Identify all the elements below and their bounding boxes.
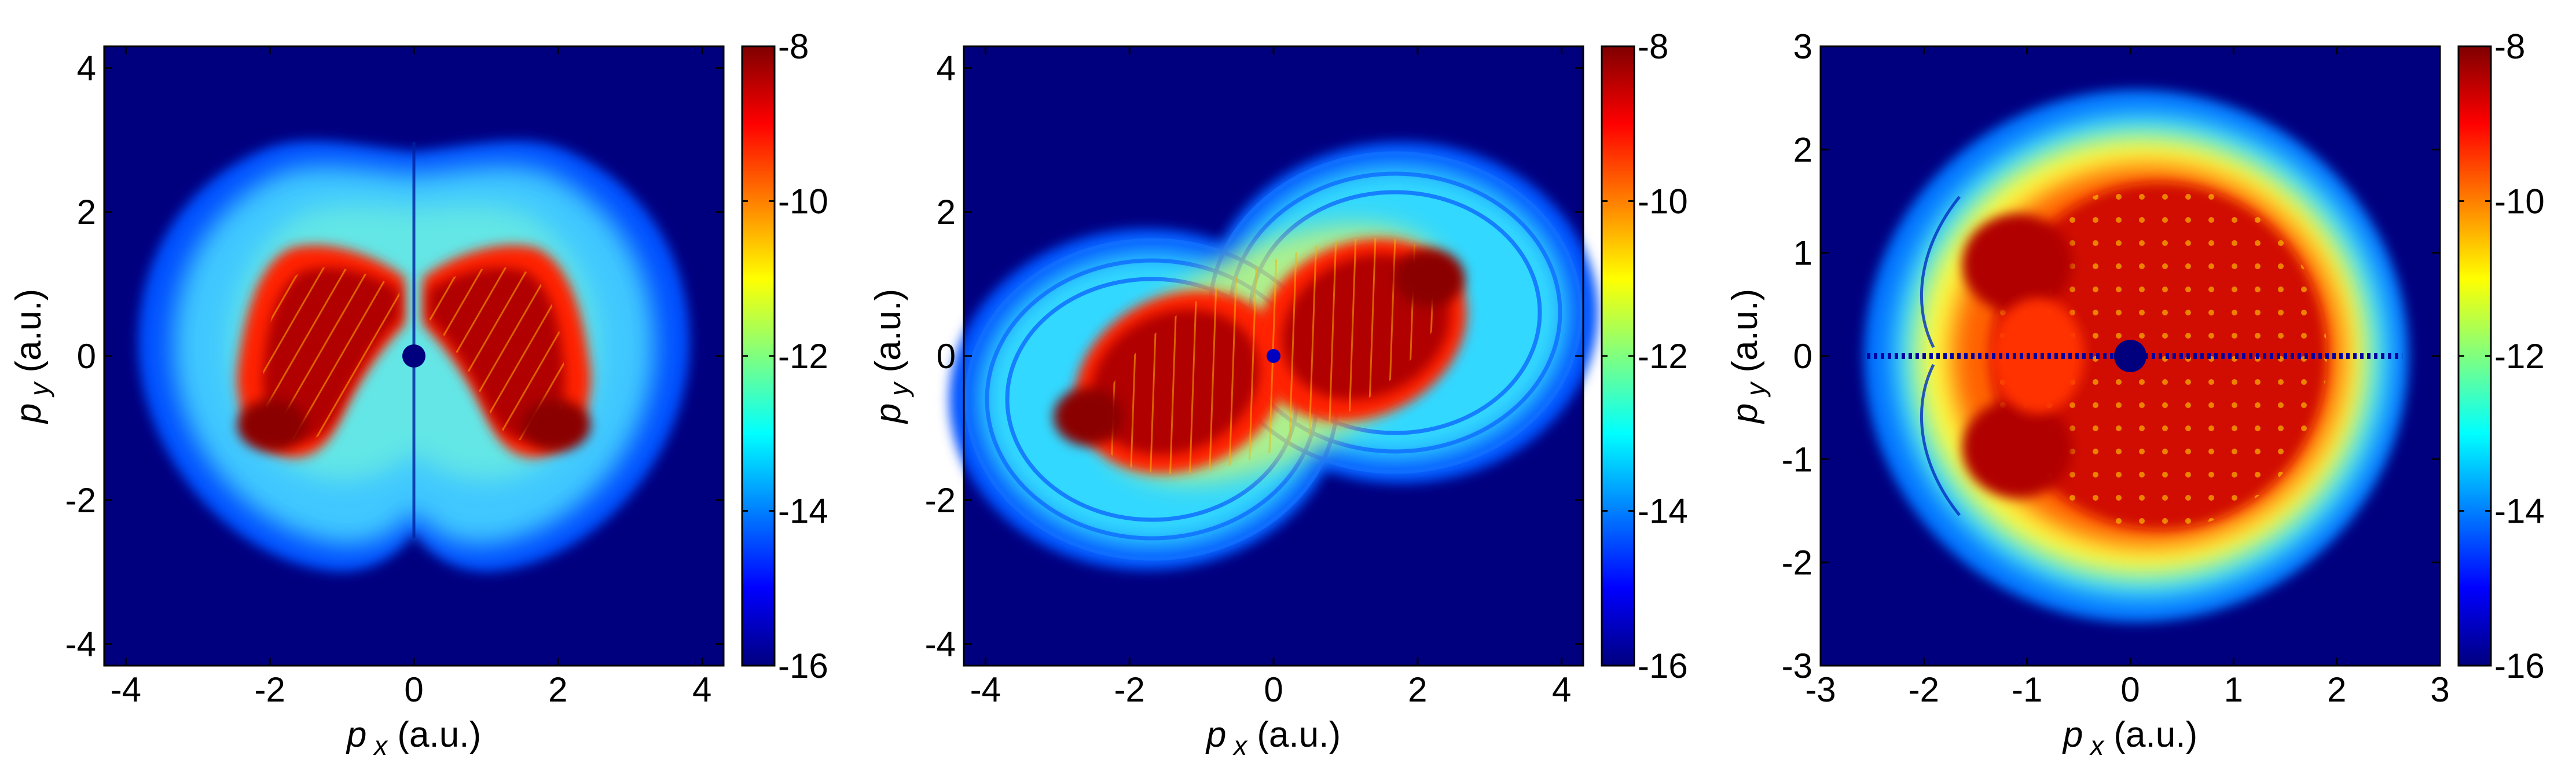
y-axis-label: p y (a.u.) — [9, 289, 54, 424]
axes: -3 -2 -1 0 1 2 3 -3 -2 -1 0 1 2 3 p x (a.u.) p y (a.u.) — [1725, 27, 2450, 761]
x-tick-label: 4 — [1552, 670, 1571, 709]
heatmap-image — [138, 141, 689, 572]
y-tick-label: 4 — [77, 49, 96, 87]
axes: -4 -2 0 2 4 -4 -2 0 2 4 p x (a.u.) p y (a.u.) — [9, 46, 724, 761]
y-tick-label: -4 — [65, 625, 96, 664]
x-axis-label: p x (a.u.) — [2062, 715, 2197, 761]
colorbar-tick-label: -14 — [778, 492, 828, 531]
x-tick-label: -2 — [1114, 670, 1144, 709]
y-tick-label: 1 — [1793, 234, 1812, 273]
x-tick-label: 3 — [2430, 670, 2449, 709]
colorbar-ticks: -8 -10 -12 -14 -16 — [2458, 27, 2545, 685]
y-tick-label: -2 — [1782, 544, 1812, 582]
colorbar: -8 -10 -12 -14 -16 — [1601, 27, 1688, 685]
y-tick-label: -2 — [925, 481, 956, 520]
y-tick-label: -2 — [65, 481, 96, 520]
x-tick-label: -4 — [111, 670, 141, 709]
colorbar-tick-label: -8 — [2494, 27, 2525, 66]
x-tick-label: -2 — [254, 670, 285, 709]
x-tick-label: 2 — [1408, 670, 1427, 709]
colorbar-tick-label: -10 — [1638, 182, 1688, 221]
y-tick-label: 2 — [77, 193, 96, 232]
y-tick-label: -1 — [1782, 440, 1812, 479]
y-axis-label: p y (a.u.) — [868, 289, 914, 424]
y-tick-label: -4 — [925, 625, 956, 664]
colorbar: -8 -10 -12 -14 -16 — [741, 27, 828, 685]
y-tick-label: 4 — [937, 49, 956, 87]
colorbar: -8 -10 -12 -14 -16 — [2457, 27, 2545, 685]
y-tick-label: 2 — [937, 193, 956, 232]
y-tick-label: 0 — [937, 337, 956, 376]
x-tick-label: -4 — [970, 670, 1001, 709]
x-tick-label: -3 — [1805, 670, 1836, 709]
colorbar-tick-label: -12 — [778, 337, 828, 376]
y-tick-label: 2 — [1793, 130, 1812, 169]
x-tick-label: 1 — [2224, 670, 2243, 709]
y-tick-label: 0 — [77, 337, 96, 376]
colorbar-tick-label: -16 — [778, 647, 828, 685]
colorbar-tick-label: -16 — [1638, 647, 1688, 685]
colorbar-tick-label: -14 — [2494, 492, 2545, 531]
x-axis-label: p x (a.u.) — [1205, 715, 1341, 761]
heatmap-image — [949, 142, 1598, 570]
x-tick-label: 0 — [2120, 670, 2140, 709]
colorbar-tick-label: -16 — [2494, 647, 2545, 685]
y-tick-label: 3 — [1793, 27, 1812, 66]
colorbar-tick-label: -12 — [2494, 337, 2545, 376]
colorbar-ticks: -8 -10 -12 -14 -16 — [742, 27, 828, 685]
x-axis-label: p x (a.u.) — [346, 715, 481, 761]
heatmap-image — [1864, 90, 2408, 622]
y-axis-label: p y (a.u.) — [1725, 289, 1771, 424]
colorbar-tick-label: -8 — [778, 27, 809, 66]
x-tick-label: 0 — [1264, 670, 1283, 709]
colorbar-tick-label: -10 — [2494, 182, 2545, 221]
panel-1-heatmap: -4 -2 0 2 4 -4 -2 0 2 4 p x (a.u.) p y (a.u.) -8 -10… — [9, 27, 828, 761]
x-tick-label: 0 — [404, 670, 423, 709]
colorbar-tick-label: -10 — [778, 182, 828, 221]
colorbar-tick-label: -8 — [1638, 27, 1668, 66]
y-tick-label: -3 — [1782, 647, 1812, 685]
panel-2-heatmap: -4 -2 0 2 4 -4 -2 0 2 4 p x (a.u.) p y (a.u.) -8 -10… — [868, 27, 1688, 761]
colorbar-ticks: -8 -10 -12 -14 -16 — [1602, 27, 1688, 685]
y-tick-label: 0 — [1793, 337, 1812, 376]
x-tick-label: -1 — [2012, 670, 2042, 709]
x-tick-label: 2 — [2327, 670, 2346, 709]
axes: -4 -2 0 2 4 -4 -2 0 2 4 p x (a.u.) p y (a.u.) — [868, 46, 1583, 761]
x-tick-label: 4 — [692, 670, 711, 709]
x-tick-label: -2 — [1909, 670, 1939, 709]
x-tick-label: 2 — [548, 670, 567, 709]
colorbar-tick-label: -12 — [1638, 337, 1688, 376]
colorbar-tick-label: -14 — [1638, 492, 1688, 531]
